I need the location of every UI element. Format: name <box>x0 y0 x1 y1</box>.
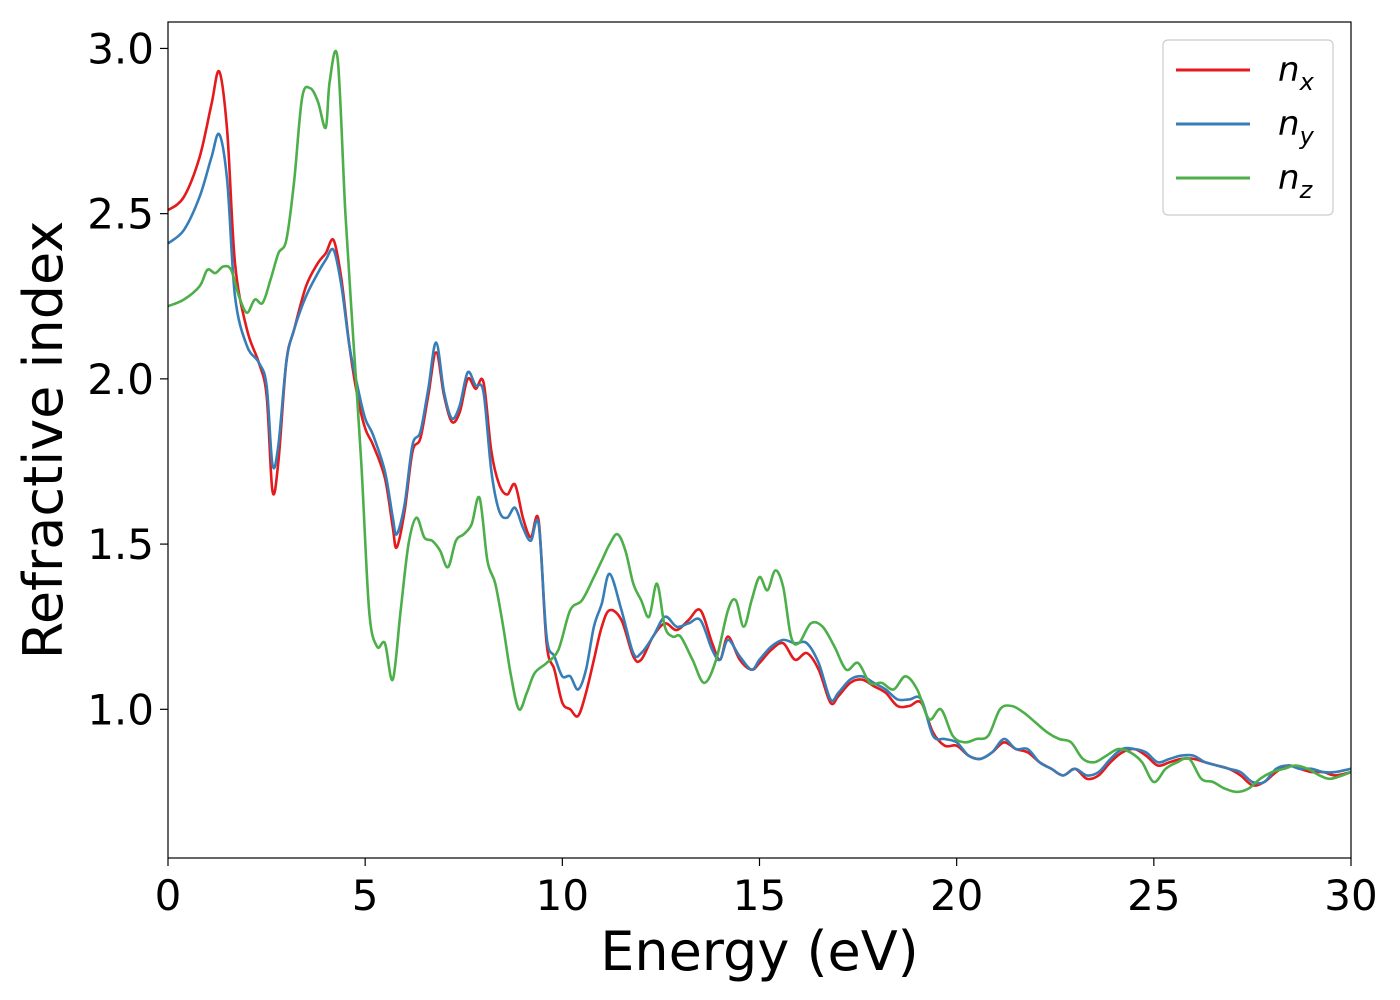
x-axis-label: Energy (eV) <box>600 920 919 983</box>
y-tick-label: 2.5 <box>87 190 154 239</box>
x-tick-label: 25 <box>1127 871 1180 920</box>
legend: nx ny nz <box>1162 39 1334 216</box>
legend-label-y: ny <box>1278 104 1315 150</box>
x-tick-label: 0 <box>155 871 182 920</box>
y-axis-label: Refractive index <box>12 221 75 660</box>
legend-label-z: nz <box>1278 158 1314 204</box>
y-tick-label: 3.0 <box>87 24 154 73</box>
y-tick-label: 1.5 <box>87 520 154 569</box>
plot-background <box>168 22 1351 858</box>
series-layer <box>167 49 1352 794</box>
y-tick-label: 1.0 <box>87 685 154 734</box>
y-axis-ticks: 1.0 1.5 2.0 2.5 3.0 <box>87 24 168 734</box>
x-axis-ticks: 0 5 10 15 20 25 30 <box>155 858 1378 920</box>
series-line-y <box>167 132 1352 785</box>
x-tick-label: 30 <box>1324 871 1377 920</box>
legend-box <box>1162 39 1334 216</box>
x-tick-label: 5 <box>352 871 379 920</box>
y-tick-label: 2.0 <box>87 355 154 404</box>
x-tick-label: 20 <box>930 871 983 920</box>
legend-label-x: nx <box>1278 50 1315 96</box>
series-line-z <box>167 49 1352 794</box>
x-tick-label: 15 <box>733 871 786 920</box>
x-tick-label: 10 <box>536 871 589 920</box>
